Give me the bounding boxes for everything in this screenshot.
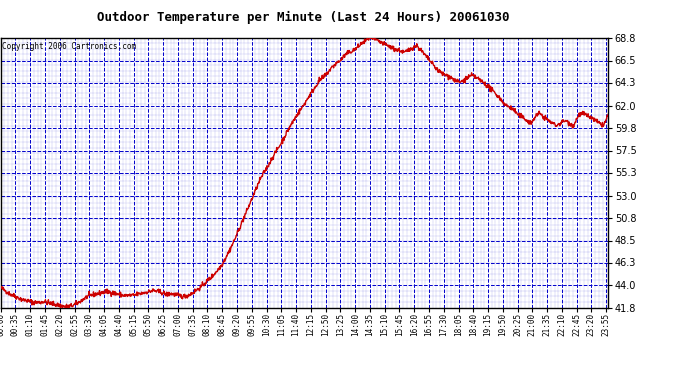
Text: Copyright 2006 Cartronics.com: Copyright 2006 Cartronics.com bbox=[2, 42, 136, 51]
Text: Outdoor Temperature per Minute (Last 24 Hours) 20061030: Outdoor Temperature per Minute (Last 24 … bbox=[97, 11, 510, 24]
